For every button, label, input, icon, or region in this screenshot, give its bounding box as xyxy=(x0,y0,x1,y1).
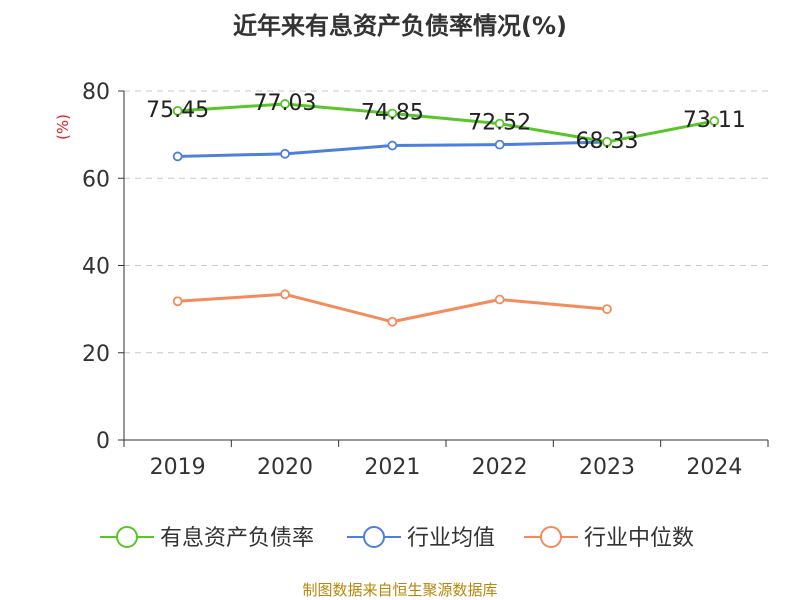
data-label: 75.45 xyxy=(146,98,209,123)
data-point xyxy=(387,108,398,119)
x-tick-label: 2019 xyxy=(150,455,206,480)
data-point xyxy=(172,151,183,162)
y-tick-label: 60 xyxy=(82,167,110,192)
data-label: 68.33 xyxy=(576,129,639,154)
data-point xyxy=(172,296,183,307)
data-point xyxy=(709,116,720,126)
data-point xyxy=(602,304,612,315)
legend-label: 行业均值 xyxy=(407,526,495,551)
legend-marker xyxy=(540,526,562,548)
x-tick-label: 2020 xyxy=(257,455,313,480)
x-tick-label: 2021 xyxy=(364,455,420,480)
chart-title: 近年来有息资产负债率情况(%) xyxy=(233,12,567,40)
data-point xyxy=(494,139,505,150)
data-label: 72.52 xyxy=(468,111,531,136)
x-tick-label: 2024 xyxy=(686,455,742,480)
data-point xyxy=(602,137,612,147)
data-point xyxy=(172,105,183,116)
y-axis-unit-label: (%) xyxy=(54,114,72,140)
legend-marker xyxy=(363,526,385,548)
data-label: 73.11 xyxy=(683,108,746,133)
y-tick-label: 0 xyxy=(96,429,110,454)
legend-label: 行业中位数 xyxy=(584,526,694,551)
legend-label: 有息资产负债率 xyxy=(160,526,314,551)
y-tick-label: 80 xyxy=(82,80,110,105)
source-footer: 制图数据来自恒生聚源数据库 xyxy=(302,581,498,599)
data-point xyxy=(387,140,398,151)
data-point xyxy=(387,316,398,327)
data-point xyxy=(280,99,290,109)
data-label: 77.03 xyxy=(254,91,317,116)
legend-marker xyxy=(116,526,138,548)
data-point xyxy=(494,118,505,129)
data-point xyxy=(280,289,290,300)
x-tick-label: 2022 xyxy=(472,455,528,480)
y-tick-label: 20 xyxy=(82,342,110,367)
data-label: 74.85 xyxy=(361,100,424,125)
y-tick-label: 40 xyxy=(82,255,110,280)
data-point xyxy=(494,294,505,305)
series-line-1 xyxy=(177,102,715,144)
data-point xyxy=(280,148,290,159)
x-tick-label: 2023 xyxy=(579,455,635,480)
